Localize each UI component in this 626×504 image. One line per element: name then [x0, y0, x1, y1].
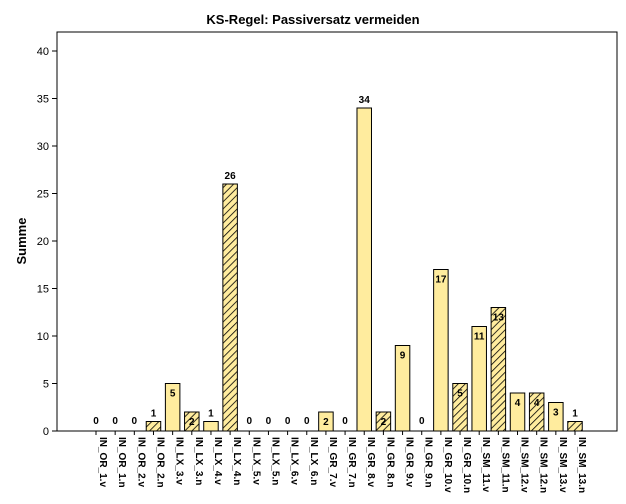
- data-label: 34: [359, 95, 371, 106]
- x-tick-label: IN_GR_8.n: [384, 437, 395, 488]
- data-label: 4: [534, 398, 540, 409]
- x-tick-label: IN_LX_4.n: [231, 437, 242, 485]
- data-label: 0: [266, 416, 272, 427]
- data-label: 2: [381, 417, 387, 428]
- y-tick-label: 35: [37, 94, 49, 106]
- y-tick-label: 20: [37, 236, 49, 248]
- y-axis: 0 5 10 15 20 25 30 35 40: [37, 46, 57, 438]
- bar-in-sm-13-n: [567, 421, 583, 432]
- x-tick-label: IN_LX_5.v: [250, 437, 261, 485]
- bar-in-lx-4-n: [222, 183, 238, 432]
- data-label: 13: [493, 313, 505, 324]
- x-tick-label: IN_SM_11.v: [480, 437, 491, 492]
- x-tick-label: IN_LX_3.n: [193, 437, 204, 485]
- y-tick-label: 0: [43, 426, 49, 438]
- data-label: 11: [474, 332, 485, 343]
- x-tick-label: IN_GR_10.n: [461, 437, 472, 493]
- data-label: 2: [323, 417, 329, 428]
- data-label: 5: [170, 389, 176, 400]
- bar-in-sm-11-n: [490, 307, 507, 432]
- y-axis-label: Summe: [14, 218, 29, 265]
- y-tick-label: 5: [43, 379, 49, 391]
- data-label: 3: [553, 408, 559, 419]
- x-tick-label: IN_SM_13.v: [557, 437, 568, 493]
- x-tick-label: IN_SM_11.n: [499, 437, 510, 493]
- data-label: 0: [246, 416, 252, 427]
- data-label: 9: [400, 351, 406, 362]
- x-tick-label: IN_OR_1.v: [97, 437, 108, 487]
- data-label: 1: [151, 409, 157, 420]
- data-label: 17: [435, 275, 447, 286]
- x-tick-label: IN_LX_6.n: [308, 437, 319, 485]
- data-label: 1: [572, 409, 578, 420]
- data-label: 0: [93, 416, 99, 427]
- bar-in-or-2-n: [145, 421, 162, 432]
- data-label: 0: [112, 416, 118, 427]
- chart-title: KS-Regel: Passiversatz vermeiden: [206, 12, 419, 27]
- bars: [145, 107, 583, 432]
- data-label: 26: [225, 171, 237, 182]
- x-tick-label: IN_GR_10.v: [442, 437, 453, 493]
- data-labels: 0 0 0 1 5 2 1 26 0 0 0 0 2 0 34 2 9 0 17 5 11 13 4 4 3 1: [93, 95, 578, 428]
- data-label: 0: [419, 416, 425, 427]
- y-tick-label: 15: [37, 284, 49, 296]
- bar-in-gr-8-v: [356, 107, 372, 432]
- x-tick-label: IN_LX_4.v: [212, 437, 223, 485]
- x-tick-label: IN_SM_12.v: [519, 437, 530, 493]
- x-tick-label: IN_SM_13.n: [576, 437, 587, 493]
- x-tick-label: IN_LX_3.v: [174, 437, 185, 485]
- data-label: 1: [208, 409, 214, 420]
- x-tick-label: IN_LX_6.v: [289, 437, 300, 485]
- data-label: 0: [285, 416, 291, 427]
- x-tick-label: IN_LX_5.n: [269, 437, 280, 485]
- y-tick-label: 30: [37, 141, 49, 153]
- x-tick-label: IN_OR_1.n: [116, 437, 127, 488]
- y-tick-label: 40: [37, 46, 49, 58]
- x-axis: IN_OR_1.v IN_OR_1.n IN_OR_2.v IN_OR_2.n IN_L…: [95, 431, 587, 493]
- x-tick-label: IN_GR_8.v: [365, 437, 376, 487]
- bar-in-gr-10-v: [433, 269, 449, 432]
- x-tick-label: IN_GR_9.n: [423, 437, 434, 488]
- x-tick-label: IN_GR_7.v: [327, 437, 338, 487]
- plot-frame: [56, 31, 618, 432]
- y-tick-label: 10: [37, 331, 49, 343]
- data-label: 5: [457, 389, 463, 400]
- data-label: 4: [515, 398, 521, 409]
- bar-in-lx-4-v: [203, 421, 219, 432]
- data-label: 0: [132, 416, 138, 427]
- x-tick-label: IN_OR_2.v: [135, 437, 146, 487]
- y-tick-label: 25: [37, 189, 49, 201]
- data-label: 2: [189, 417, 195, 428]
- data-label: 0: [342, 416, 348, 427]
- data-label: 0: [304, 416, 310, 427]
- x-tick-label: IN_GR_9.v: [404, 437, 415, 487]
- x-tick-label: IN_SM_12.n: [538, 437, 549, 493]
- x-tick-label: IN_OR_2.n: [154, 437, 165, 488]
- x-tick-label: IN_GR_7.n: [346, 437, 357, 488]
